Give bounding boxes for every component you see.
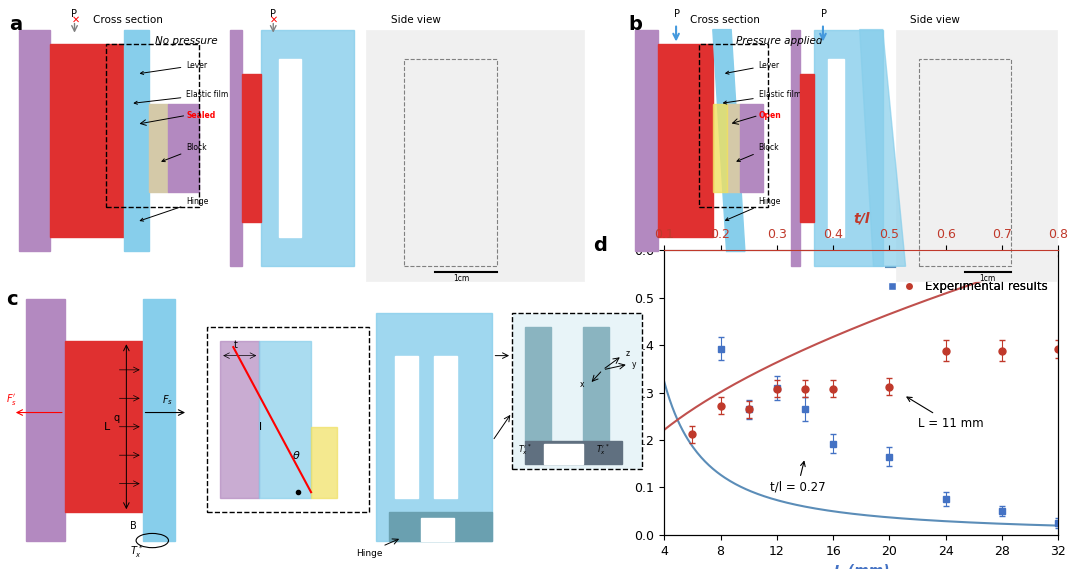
Bar (261, 30, 354, 266)
Bar (727, 104, 741, 192)
Bar (525, 327, 551, 441)
Text: 1cm: 1cm (978, 274, 996, 283)
Bar (512, 313, 642, 469)
Bar (65, 341, 143, 512)
Text: $T_x'^*$: $T_x'^*$ (518, 442, 532, 457)
X-axis label: t/l: t/l (853, 211, 869, 225)
Bar (658, 44, 713, 237)
Polygon shape (860, 30, 905, 266)
Bar (404, 59, 497, 266)
Text: B: B (130, 521, 136, 531)
Text: Cross section: Cross section (93, 15, 163, 25)
Text: Lever: Lever (140, 60, 207, 75)
Bar (699, 44, 768, 207)
Text: b: b (627, 15, 642, 34)
Polygon shape (713, 30, 745, 251)
Bar (544, 444, 583, 464)
Text: Sealed: Sealed (187, 112, 216, 121)
Text: Block: Block (162, 143, 207, 162)
Bar (421, 518, 454, 541)
Text: t: t (233, 340, 238, 350)
Bar (26, 299, 65, 541)
Text: ✕: ✕ (270, 15, 279, 25)
Text: $F_s$: $F_s$ (162, 393, 173, 407)
Bar (814, 30, 882, 266)
Bar (395, 356, 418, 498)
Text: P: P (674, 9, 679, 19)
Bar (583, 327, 609, 441)
Bar (143, 299, 175, 541)
Bar (259, 341, 311, 498)
Text: $F_s'$: $F_s'$ (6, 392, 17, 407)
Text: $\theta$: $\theta$ (292, 449, 300, 461)
Text: L: L (104, 422, 110, 432)
Text: L = 11 mm: L = 11 mm (907, 397, 983, 430)
Text: Side view: Side view (910, 15, 960, 25)
Bar (896, 30, 1057, 281)
Text: Hinge: Hinge (726, 197, 781, 221)
Text: x: x (580, 380, 584, 389)
Bar (207, 327, 369, 512)
Text: Elastic film: Elastic film (724, 90, 801, 104)
Bar (311, 427, 337, 498)
Text: Lever: Lever (726, 60, 780, 74)
Text: Hinge: Hinge (140, 197, 208, 221)
Bar (800, 74, 814, 222)
Bar (376, 313, 492, 541)
Bar (18, 30, 50, 251)
Bar (827, 59, 843, 237)
Legend: Theoretical results, Experimental results: Theoretical results, Experimental result… (881, 256, 1053, 298)
Text: $T_x^*$: $T_x^*$ (130, 543, 143, 560)
Bar (106, 44, 199, 207)
Text: q: q (113, 413, 120, 423)
Text: Open: Open (759, 112, 782, 121)
Text: P: P (821, 9, 826, 19)
Bar (741, 104, 764, 192)
Text: y: y (632, 360, 636, 369)
Bar (242, 74, 261, 222)
Text: a: a (10, 15, 23, 34)
Text: No pressure: No pressure (156, 35, 218, 46)
Text: c: c (6, 290, 18, 309)
Text: Hinge: Hinge (356, 549, 383, 558)
Bar (635, 30, 658, 251)
Bar (220, 341, 259, 498)
Bar (525, 441, 622, 464)
Bar (366, 30, 583, 281)
Text: 1cm: 1cm (454, 274, 470, 283)
Text: Elastic film: Elastic film (134, 90, 229, 104)
Text: d: d (593, 236, 607, 255)
Text: P: P (270, 9, 276, 19)
Bar (50, 44, 124, 237)
Text: P: P (71, 9, 78, 19)
Text: z: z (625, 349, 630, 358)
Bar (124, 30, 149, 251)
Text: t/l = 0.27: t/l = 0.27 (770, 461, 825, 494)
Bar (149, 104, 167, 192)
Text: Pressure applied: Pressure applied (735, 35, 822, 46)
X-axis label: L (mm): L (mm) (834, 563, 889, 569)
Bar (280, 59, 301, 237)
Bar (919, 59, 1011, 266)
Bar (434, 356, 457, 498)
Bar (167, 104, 199, 192)
Text: $T_x'^*$: $T_x'^*$ (596, 442, 610, 457)
Bar (713, 104, 727, 192)
Text: Cross section: Cross section (690, 15, 759, 25)
Y-axis label: Critical pressure (bar): Critical pressure (bar) (616, 324, 629, 461)
Bar (230, 30, 242, 266)
Text: l: l (259, 422, 262, 432)
Text: Block: Block (737, 143, 780, 162)
Text: ✕: ✕ (71, 15, 80, 25)
Bar (389, 512, 492, 541)
Text: Side view: Side view (391, 15, 441, 25)
Bar (791, 30, 800, 266)
